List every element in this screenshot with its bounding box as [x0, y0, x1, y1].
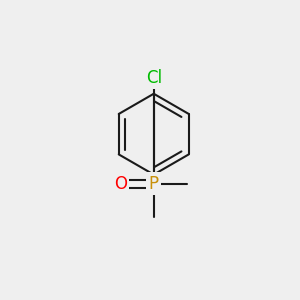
Text: Cl: Cl — [146, 69, 162, 87]
Text: O: O — [114, 175, 127, 193]
Text: P: P — [149, 175, 159, 193]
